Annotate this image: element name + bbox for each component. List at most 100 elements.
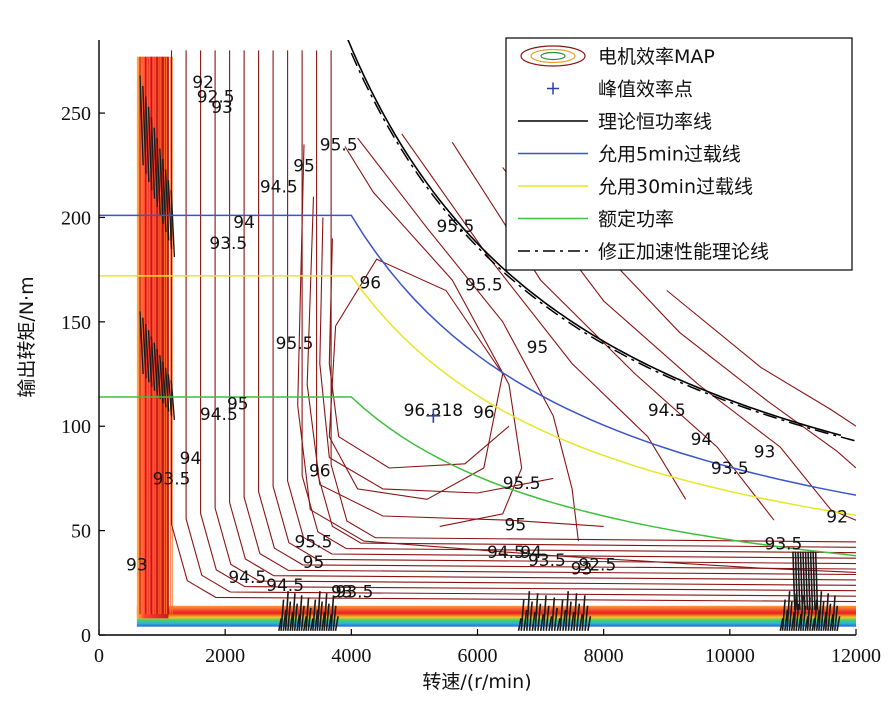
contour-clutter-7000rpm [556,618,561,631]
contour-clutter-3000rpm [282,609,287,631]
peak-efficiency-marker [426,408,441,423]
contour-clutter-3000rpm [309,618,314,631]
contour-clutter-top-left [142,85,147,174]
contour-clutter-11000rpm [822,611,827,631]
contour-clutter-mid-left [150,336,156,391]
contour-clutter-mid-left [170,380,176,421]
contour-clutter-11000rpm-tall [797,551,801,610]
legend-label: 允用30min过载线 [598,176,753,198]
contour-clutter-11000rpm [779,618,784,631]
efficiency-contour-11 [330,50,856,543]
contour-label: 92 [192,73,214,93]
x-tick-label: 2000 [205,645,245,667]
plot-area: 95.59594.593.5949292.5939695.595.595.595… [99,40,856,631]
legend-label: 理论恒功率线 [598,111,712,133]
contour-clutter-7000rpm [531,611,536,631]
contour-label: 94.5 [260,177,298,197]
contour-label: 94.5 [228,568,266,588]
contour-clutter-7000rpm [584,605,589,631]
contour-clutter-7000rpm [567,601,572,631]
efficiency-contour-6 [258,50,856,570]
y-tick-label: 50 [71,521,91,543]
contour-label: 95.5 [295,532,333,552]
contour-clutter-7000rpm [534,593,539,631]
contour-label: 95 [227,395,249,415]
efficiency-contour-3 [214,50,856,586]
contour-label: 92.5 [197,88,235,108]
contour-clutter-7000rpm [581,595,586,631]
contour-label: 94 [233,213,255,233]
contour-clutter-3000rpm [334,616,339,631]
contour-clutter-top-left [170,190,176,258]
contour-clutter-3000rpm [305,597,310,631]
efficiency-contour-14 [319,217,554,494]
contour-clutter-7000rpm [537,603,542,631]
contour-clutter-7000rpm [523,609,528,631]
rated-power-line [99,396,856,557]
contour-clutter-3000rpm [293,603,299,631]
contour-label: 95.5 [503,474,541,494]
legend-label: 额定功率 [598,209,674,231]
contour-clutter-11000rpm-tall [814,551,819,610]
efficiency-contour-15 [328,238,510,469]
y-axis-label: 输出转矩/N·m [16,276,38,397]
y-tick-label: 150 [61,312,91,334]
efficiency-contour-1 [185,50,856,597]
contour-clutter-3000rpm [307,607,312,631]
contour-clutter-top-left [150,117,156,199]
efficiency-contour-9 [301,50,856,554]
contour-clutter-mid-left [159,355,164,404]
x-tick-label: 6000 [458,645,498,667]
contour-clutter-7000rpm [553,607,558,631]
contour-label: 96 [359,273,381,293]
efficiency-contour-4 [229,50,856,581]
contour-clutter-11000rpm [781,599,786,631]
y-tick-label: 0 [81,625,91,647]
contour-clutter-7000rpm [548,616,553,631]
contour-label: 95.5 [465,276,503,296]
contour-clutter-7000rpm [528,601,533,631]
contour-clutter-mid-left [144,323,150,383]
contour-clutter-11000rpm [824,593,830,631]
low-torque-color-band [136,605,856,627]
contour-clutter-3000rpm [287,601,292,631]
contour-clutter-11000rpm-tall [799,551,804,610]
contour-clutter-7000rpm [562,609,567,631]
contour-label: 95 [293,157,315,177]
efficiency-contour-18 [357,137,579,542]
y-tick-label: 100 [61,416,91,438]
legend: 电机效率MAP 峰值效率点理论恒功率线允用5min过载线允用30min过载线额定功… [505,37,853,271]
contour-label: 94.5 [266,576,304,596]
efficiency-contour-17 [344,146,523,527]
efficiency-contour-10 [316,50,856,548]
contour-label: 96 [309,461,331,481]
legend-label: 修正加速性能理论线 [598,241,769,263]
contour-clutter-11000rpm-tall [812,551,816,610]
contour-label: 93 [126,555,148,575]
contour-clutter-mid-left [139,311,144,375]
efficiency-contour-8 [287,50,856,559]
legend-label: 允用5min过载线 [598,144,741,166]
contour-clutter-3000rpm [323,593,328,631]
axes [98,40,857,636]
contour-label: 96 [473,403,495,423]
contour-clutter-11000rpm [836,616,841,631]
legend-swatch-map-outer [520,45,586,67]
contour-clutter-3000rpm [296,614,301,631]
contour-clutter-mid-left [164,367,170,412]
contour-clutter-3000rpm [291,593,296,631]
efficiency-contour-23 [666,290,856,427]
contour-clutter-11000rpm-tall [794,551,799,610]
contour-clutter-3000rpm [321,611,326,631]
contour-label: 95 [303,553,325,573]
contour-clutter-mid-left [153,342,159,395]
contour-label: 94.5 [200,405,238,425]
contour-clutter-11000rpm-tall [807,551,811,610]
contour-label: 92 [826,507,848,527]
contour-label: 93 [211,98,233,118]
contour-label: 95 [505,516,527,536]
contour-clutter-11000rpm [802,605,807,631]
contour-clutter-7000rpm [539,614,545,631]
contour-label: 94 [180,449,202,469]
contour-clutter-3000rpm [312,599,317,631]
